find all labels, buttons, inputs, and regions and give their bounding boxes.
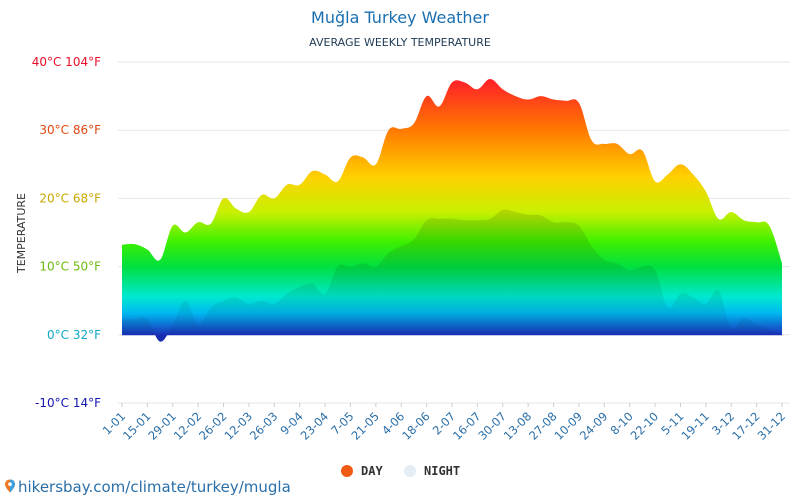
x-tick-label: 26-03 [247, 409, 281, 443]
x-tick-label: 18-06 [399, 409, 433, 443]
x-tick-label: 16-07 [450, 409, 484, 443]
legend-item-day[interactable]: DAY [341, 464, 383, 478]
x-tick-label: 12-03 [222, 409, 256, 443]
plot-areas [122, 79, 782, 342]
chart-title: Muğla Turkey Weather [311, 8, 489, 27]
x-tick-label: 10-09 [552, 409, 586, 443]
y-axis-label: TEMPERATURE [15, 193, 28, 274]
y-axis-ticks: 40°C 104°F 30°C 86°F 20°C 68°F 10°C 50°F 0°C… [32, 55, 101, 410]
x-tick-label: 31-12 [755, 409, 789, 443]
y-tick-label: 20°C 68°F [39, 191, 101, 205]
x-tick-label: 23-04 [298, 409, 332, 443]
chart-subtitle: AVERAGE WEEKLY TEMPERATURE [309, 36, 491, 49]
x-tick-label: 26-02 [196, 409, 230, 443]
location-pin-icon [5, 479, 15, 493]
x-tick-label: 21-05 [348, 409, 382, 443]
x-tick-label: 29-01 [145, 409, 179, 443]
y-tick-label: 40°C 104°F [32, 55, 101, 69]
legend: DAY NIGHT [341, 464, 460, 478]
x-tick-label: 27-08 [526, 409, 560, 443]
x-tick-label: 17-12 [729, 409, 763, 443]
x-axis-ticks: 1-0115-0129-0112-0226-0212-0326-039-0423… [100, 403, 788, 443]
legend-day-marker [341, 465, 353, 477]
y-tick-label: -10°C 14°F [35, 396, 101, 410]
legend-night-label: NIGHT [424, 464, 460, 478]
legend-night-marker [404, 465, 416, 477]
source-text: hikersbay.com/climate/turkey/mugla [18, 478, 291, 496]
series-night-shade [122, 209, 782, 342]
x-tick-label: 15-01 [120, 409, 154, 443]
x-tick-label: 22-10 [628, 409, 662, 443]
y-tick-label: 0°C 32°F [47, 328, 101, 342]
source-link[interactable]: hikersbay.com/climate/turkey/mugla [4, 478, 291, 496]
x-tick-label: 30-07 [475, 409, 509, 443]
x-tick-label: 12-02 [171, 409, 205, 443]
y-tick-label: 30°C 86°F [39, 123, 101, 137]
x-tick-label: 13-08 [501, 409, 535, 443]
legend-item-night[interactable]: NIGHT [404, 464, 460, 478]
x-tick-label: 24-09 [577, 409, 611, 443]
legend-day-label: DAY [361, 464, 383, 478]
x-tick-label: 19-11 [678, 409, 712, 443]
y-tick-label: 10°C 50°F [39, 260, 101, 274]
